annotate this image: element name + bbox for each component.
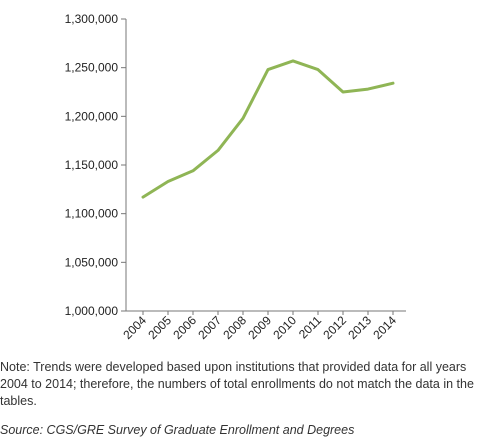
x-tick-label: 2013 [345, 313, 374, 342]
x-tick-label: 2007 [195, 313, 224, 342]
y-axis-ticks: 1,000,000 1,050,000 1,100,000 1,150,000 1,20… [65, 12, 126, 318]
x-tick-label: 2014 [370, 313, 399, 342]
x-axis-ticks: 2004200520062007200820092010201120122013… [120, 311, 399, 342]
x-tick-label: 2009 [245, 313, 274, 342]
y-tick-label: 1,050,000 [65, 255, 119, 269]
x-tick-label: 2006 [170, 313, 199, 342]
y-tick-label: 1,300,000 [65, 12, 119, 26]
y-tick-label: 1,150,000 [65, 158, 119, 172]
chart-note: Note: Trends were developed based upon i… [0, 360, 474, 408]
y-tick-label: 1,000,000 [65, 304, 119, 318]
x-tick-label: 2005 [145, 313, 174, 342]
line-chart: 1,000,000 1,050,000 1,100,000 1,150,000 1,20… [65, 12, 406, 342]
y-tick-label: 1,200,000 [65, 109, 119, 123]
x-tick-label: 2011 [296, 313, 324, 341]
chart-source: Source: CGS/GRE Survey of Graduate Enrol… [0, 423, 355, 437]
enrollment-series-line [141, 59, 395, 199]
x-tick-label: 2010 [270, 313, 299, 342]
x-tick-label: 2004 [120, 313, 149, 342]
x-tick-label: 2008 [220, 313, 249, 342]
y-tick-label: 1,100,000 [65, 207, 119, 221]
y-tick-label: 1,250,000 [65, 61, 119, 75]
x-tick-label: 2012 [320, 313, 349, 342]
